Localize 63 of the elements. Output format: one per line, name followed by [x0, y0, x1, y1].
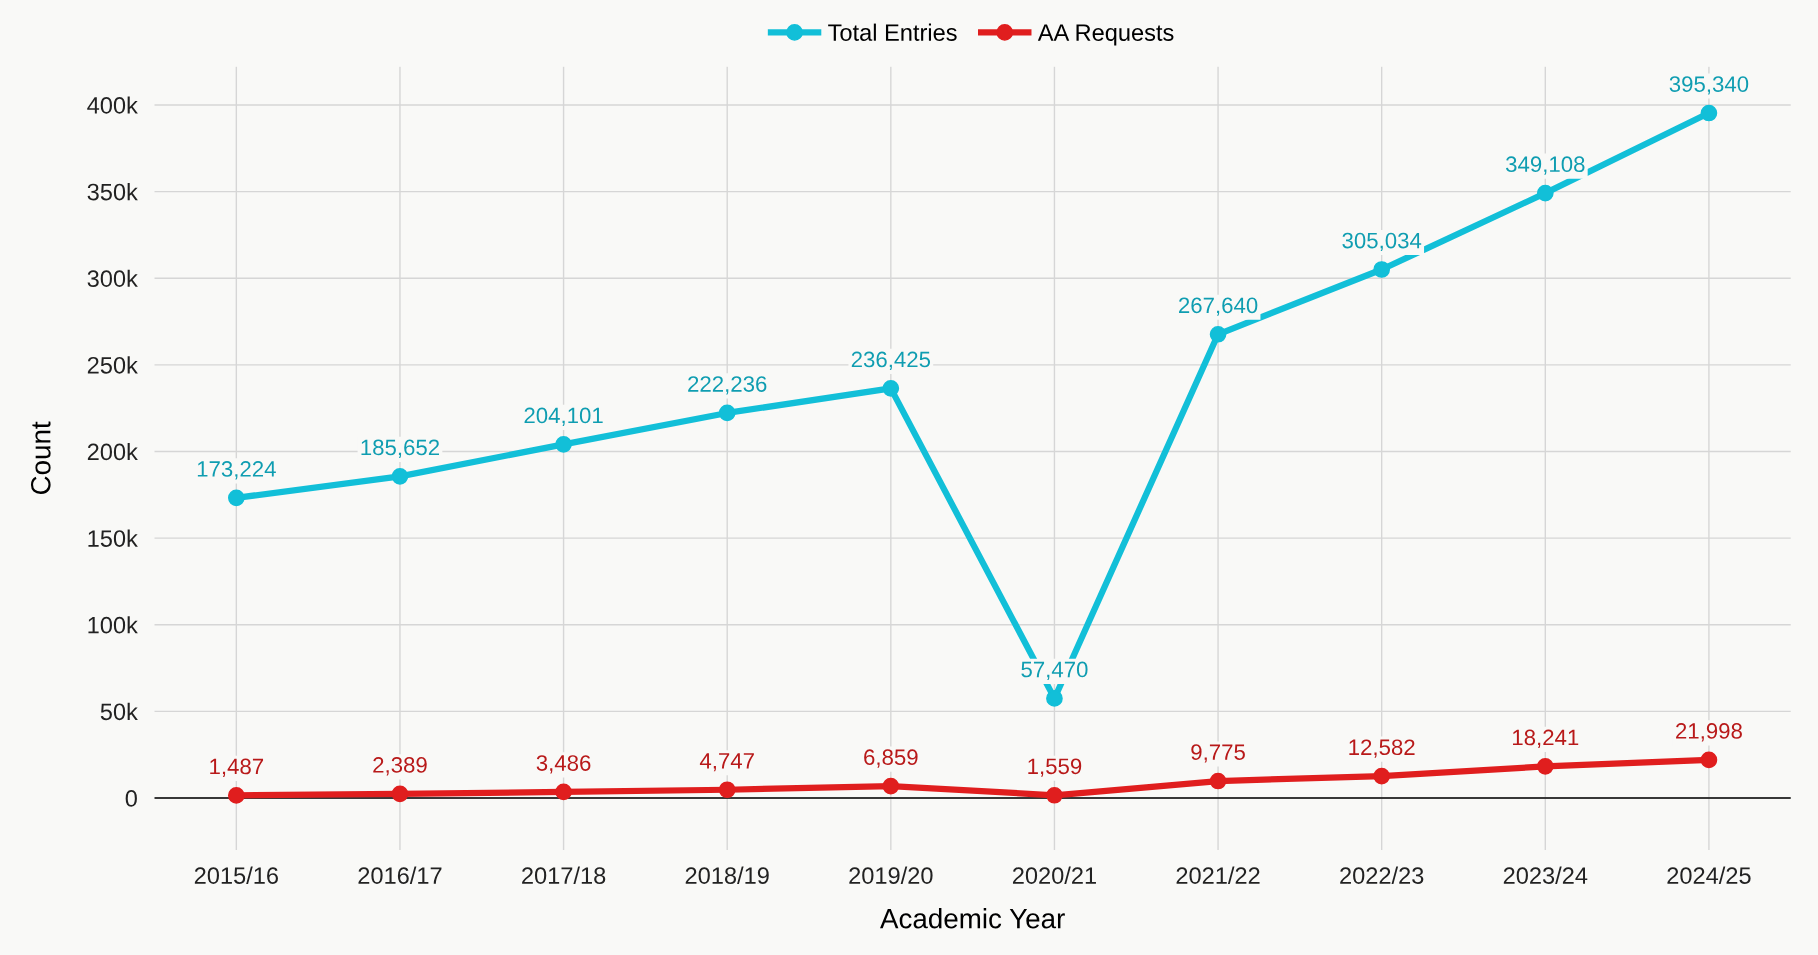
data-label: 9,775 [1191, 744, 1245, 763]
point [555, 436, 572, 453]
data-label: 204,101 [524, 407, 603, 426]
data-label: 185,652 [361, 439, 440, 458]
point [228, 489, 245, 507]
x-tick-label: 2024/25 [1667, 866, 1751, 884]
x-axis-title: Academic Year [880, 908, 1065, 929]
x-tick-label: 2023/24 [1503, 866, 1588, 884]
point [1209, 772, 1227, 790]
point [228, 787, 245, 804]
y-tick-label: 50k [100, 702, 138, 721]
y-tick-label: 400k [87, 96, 138, 114]
data-label: 236,425 [851, 351, 931, 370]
data-label: 6,859 [864, 749, 918, 768]
x-tick-label: 2016/17 [358, 866, 442, 884]
y-tick-label: 350k [87, 183, 138, 201]
point [1046, 690, 1063, 707]
x-tick-label: 2022/23 [1340, 866, 1424, 884]
data-label: 12,582 [1349, 739, 1415, 758]
y-tick-label: 100k [88, 616, 138, 634]
x-tick-label: 2021/22 [1176, 866, 1260, 884]
point [391, 467, 409, 485]
data-label: 222,236 [688, 376, 767, 395]
y-axis-title: Count [30, 421, 51, 495]
point [718, 781, 736, 799]
data-label: 1,559 [1028, 758, 1082, 777]
data-label: 395,340 [1669, 76, 1749, 95]
x-tick-label: 2015/16 [194, 866, 278, 884]
data-label: 1,487 [210, 758, 264, 777]
point [555, 783, 572, 801]
point [1373, 767, 1391, 785]
data-label: 305,034 [1342, 232, 1422, 252]
data-label: 2,389 [373, 757, 427, 776]
y-tick-label: 0 [125, 790, 137, 807]
point [882, 777, 900, 795]
y-tick-label: 200k [87, 442, 138, 461]
point [882, 380, 900, 397]
x-tick-label: 2018/19 [685, 866, 769, 884]
point [1536, 184, 1554, 202]
point [718, 404, 736, 422]
data-label: 349,108 [1505, 156, 1585, 175]
point [1536, 758, 1554, 775]
x-tick-label: 2017/18 [522, 866, 606, 884]
data-label: 4,747 [699, 753, 754, 772]
legend-label: Total Entries [828, 23, 957, 41]
point [1373, 261, 1391, 278]
x-tick-label: 2019/20 [849, 866, 933, 884]
point [1209, 325, 1227, 343]
point [1046, 786, 1063, 804]
x-tick-label: 2020/21 [1012, 866, 1096, 884]
y-tick-label: 250k [87, 356, 138, 374]
data-label: 3,486 [536, 755, 591, 774]
data-label: 18,241 [1513, 729, 1579, 748]
point [1700, 104, 1718, 122]
y-tick-label: 300k [87, 269, 138, 288]
data-label: 57,470 [1021, 661, 1088, 680]
data-label: 21,998 [1676, 723, 1742, 742]
data-label: 173,224 [197, 461, 276, 480]
point [1700, 751, 1718, 769]
y-tick-label: 150k [88, 529, 138, 547]
legend-label: AA Requests [1037, 24, 1174, 46]
point [391, 785, 409, 803]
data-label: 267,640 [1179, 297, 1258, 316]
